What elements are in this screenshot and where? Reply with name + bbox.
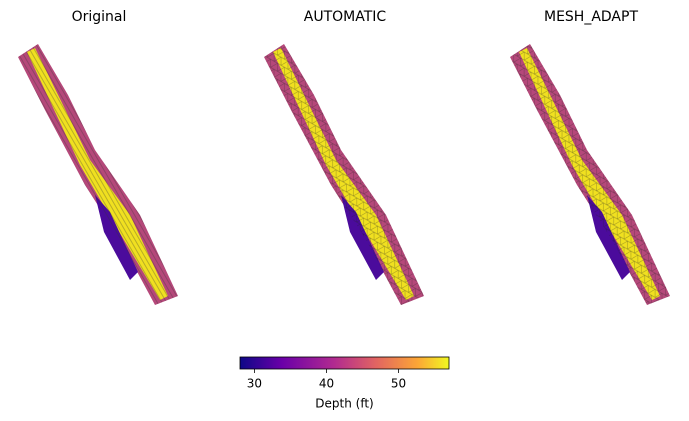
colorbar-label: Depth (ft) bbox=[315, 397, 373, 411]
mesh-lines bbox=[18, 44, 178, 305]
panels: Original AUTOMATIC MESH_ADAPT bbox=[18, 9, 670, 305]
colorbar-tick-label: 40 bbox=[319, 377, 334, 391]
mesh-panel: Original bbox=[18, 9, 178, 305]
colorbar-tick-label: 30 bbox=[247, 377, 262, 391]
colorbar: 30 40 50 Depth (ft) bbox=[239, 356, 450, 411]
colorbar-tick-label: 50 bbox=[391, 377, 406, 391]
panel-title: Original bbox=[72, 9, 127, 25]
mesh-panel: AUTOMATIC bbox=[264, 9, 424, 305]
mesh-panel: MESH_ADAPT bbox=[510, 9, 670, 305]
colorbar-scale bbox=[239, 356, 450, 370]
mesh-lines bbox=[510, 44, 670, 305]
panel-title: MESH_ADAPT bbox=[544, 9, 638, 25]
panel-title: AUTOMATIC bbox=[304, 9, 387, 25]
mesh-lines bbox=[264, 44, 424, 305]
